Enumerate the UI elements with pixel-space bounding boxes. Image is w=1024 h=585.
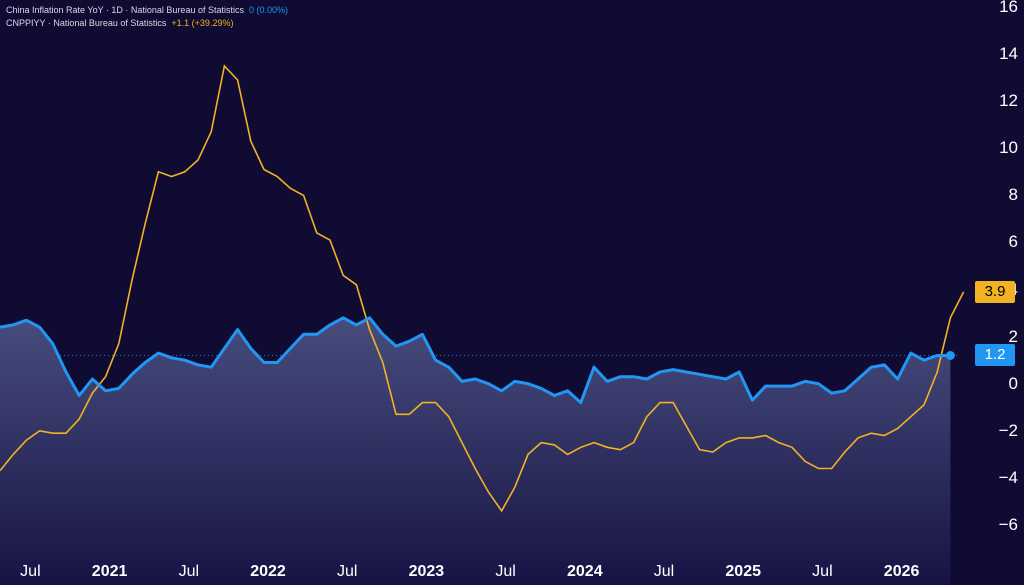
legend-item-ppi[interactable]: CNPPIYY · National Bureau of Statistics +…	[6, 17, 288, 30]
y-tick-label: 16	[999, 0, 1018, 16]
cpi-series-line[interactable]	[0, 316, 951, 405]
y-tick-label: −2	[998, 420, 1018, 440]
x-tick-label: 2023	[408, 563, 445, 580]
x-tick-label: Jul	[812, 563, 833, 580]
x-tick-label: 2022	[250, 563, 286, 580]
y-tick-label: −6	[998, 515, 1018, 534]
x-tick-label: 2021	[91, 563, 128, 580]
y-tick-label: 12	[999, 91, 1018, 111]
legend-ppi-change: +1.1 (+39.29%)	[171, 18, 234, 28]
cpi-area	[0, 317, 951, 585]
y-tick-label: 8	[1008, 185, 1018, 205]
x-tick-label: 2024	[567, 563, 603, 580]
y-tick-label: 10	[999, 138, 1018, 158]
y-tick-label: −4	[998, 467, 1018, 487]
legend-item-cpi[interactable]: China Inflation Rate YoY · 1D · National…	[6, 4, 288, 17]
y-tick-label: 2	[1008, 326, 1018, 346]
ppi-series-line[interactable]	[0, 64, 965, 513]
x-tick-label: Jul	[653, 563, 675, 580]
legend-cpi-change: 0 (0.00%)	[248, 5, 288, 15]
plot-area	[0, 64, 965, 585]
legend-cpi-label: China Inflation Rate YoY · 1D · National…	[6, 5, 244, 15]
x-tick-label: 2025	[725, 563, 761, 580]
x-tick-label: Jul	[495, 563, 516, 580]
x-tick-label: Jul	[336, 563, 358, 580]
x-tick-label: Jul	[178, 563, 200, 580]
y-tick-label: 6	[1008, 232, 1018, 252]
cpi-last-value-badge: 1.2	[975, 344, 1015, 367]
legend-ppi-label: CNPPIYY · National Bureau of Statistics	[6, 18, 167, 28]
y-tick-label: 14	[999, 44, 1018, 64]
x-tick-label: Jul	[20, 563, 41, 580]
x-tick-label: 2026	[883, 563, 920, 580]
legend: China Inflation Rate YoY · 1D · National…	[6, 4, 288, 30]
ppi-last-value-badge: 3.9	[975, 280, 1015, 303]
y-tick-label: 0	[1008, 373, 1018, 393]
cpi-last-point	[945, 351, 955, 360]
